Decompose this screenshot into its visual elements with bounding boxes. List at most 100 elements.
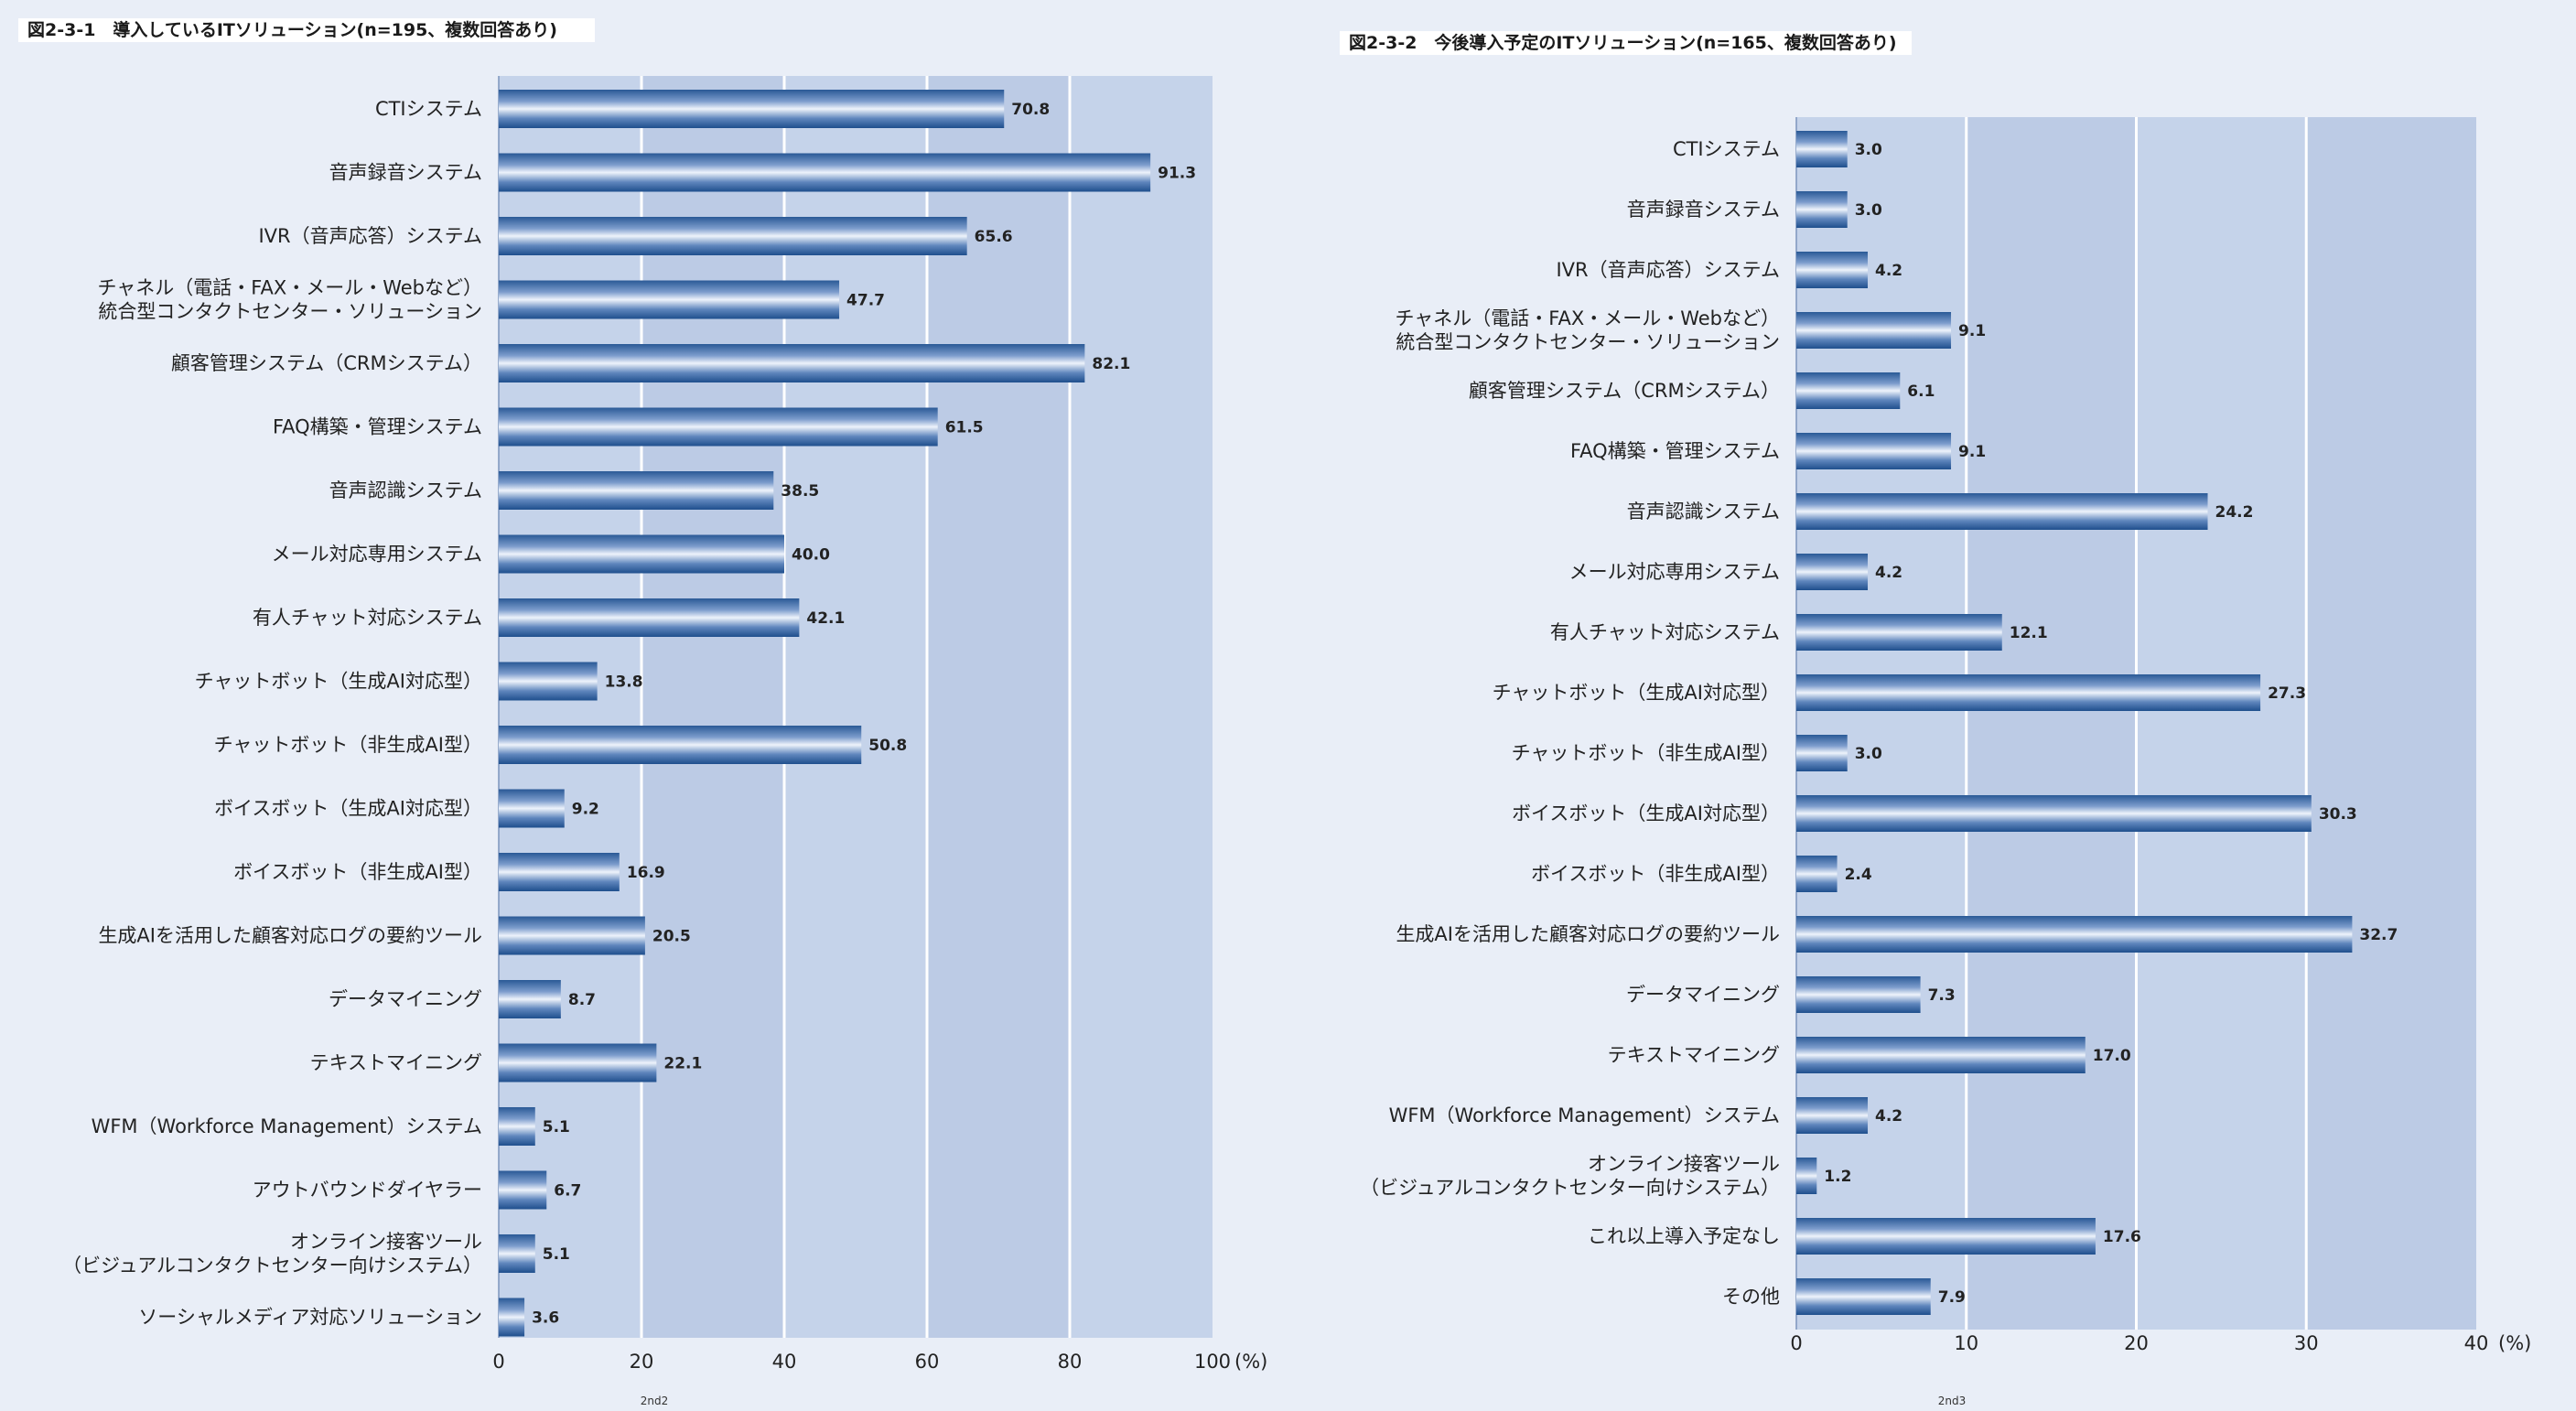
bar (1796, 1278, 1931, 1315)
category-label: ボイスボット（生成AI対応型） (1512, 802, 1780, 824)
x-tick-label: 0 (492, 1351, 504, 1373)
category-label: 生成AIを活用した顧客対応ログの要約ツール (98, 925, 482, 947)
bar (499, 344, 1085, 382)
bar (499, 1298, 525, 1337)
category-label: 有人チャット対応システム (1550, 621, 1780, 643)
value-label: 5.1 (543, 1245, 570, 1264)
value-label: 3.0 (1855, 141, 1882, 159)
category-label: データマイニング (329, 988, 482, 1010)
bar (1796, 674, 2261, 711)
chart-title-box (18, 18, 595, 42)
category-label: 顧客管理システム（CRMシステム） (171, 352, 482, 374)
category-label: メール対応専用システム (1569, 561, 1780, 583)
bar (1796, 916, 2353, 953)
bar (499, 662, 598, 701)
x-tick-label: 20 (630, 1351, 654, 1373)
x-axis-unit: (%) (1234, 1351, 1267, 1373)
category-label: （ビジュアルコンタクトセンター向けシステム） (1360, 1177, 1780, 1199)
category-label: テキストマイニング (1608, 1044, 1780, 1066)
bar (1796, 976, 1921, 1013)
x-tick-label: 30 (2294, 1332, 2319, 1354)
x-tick-label: 10 (1954, 1332, 1978, 1354)
plot-band (641, 76, 784, 1338)
value-label: 24.2 (2215, 503, 2254, 522)
bar (1796, 554, 1869, 590)
value-label: 9.1 (1958, 322, 1986, 340)
bar (1796, 735, 1848, 771)
value-label: 91.3 (1158, 165, 1196, 183)
value-label: 5.1 (543, 1118, 570, 1136)
value-label: 70.8 (1011, 101, 1050, 119)
bar (499, 1043, 657, 1082)
value-label: 2.4 (1845, 866, 1872, 884)
plot-band (927, 76, 1070, 1338)
value-label: 82.1 (1092, 355, 1130, 373)
category-label: FAQ構築・管理システム (1570, 440, 1780, 462)
x-tick-label: 100 (1194, 1351, 1231, 1373)
category-label: これ以上導入予定なし (1588, 1225, 1780, 1247)
bar (499, 280, 840, 319)
category-label: 音声認識システム (329, 479, 482, 501)
bar (499, 217, 967, 255)
value-label: 22.1 (663, 1055, 702, 1073)
category-label: オンライン接客ツール (290, 1231, 482, 1253)
category-label: アウトバウンドダイヤラー (253, 1179, 482, 1201)
category-label: 生成AIを活用した顧客対応ログの要約ツール (1396, 923, 1780, 945)
value-label: 32.7 (2359, 926, 2398, 944)
bar (499, 90, 1005, 128)
bar (499, 726, 862, 764)
value-label: 42.1 (806, 609, 845, 628)
bar (1796, 312, 1952, 349)
category-label: チャットボット（生成AI対応型） (195, 671, 482, 693)
value-label: 7.3 (1928, 986, 1956, 1005)
chart-footer: 2nd3 (1938, 1395, 1967, 1407)
value-label: 4.2 (1875, 1107, 1902, 1126)
category-label: IVR（音声応答）システム (1556, 259, 1780, 281)
value-label: 12.1 (2010, 624, 2048, 642)
x-tick-label: 0 (1790, 1332, 1802, 1354)
category-label: CTIシステム (1673, 138, 1780, 160)
value-label: 9.1 (1958, 443, 1986, 461)
bar (499, 853, 620, 891)
value-label: 20.5 (652, 928, 691, 946)
plot-band (1966, 117, 2137, 1330)
category-label: オンライン接客ツール (1588, 1153, 1780, 1175)
x-tick-label: 20 (2124, 1332, 2149, 1354)
category-label: メール対応専用システム (272, 544, 482, 565)
category-label: 顧客管理システム（CRMシステム） (1469, 380, 1780, 402)
value-label: 13.8 (605, 673, 643, 692)
category-label: テキストマイニング (310, 1052, 482, 1074)
value-label: 8.7 (568, 991, 596, 1009)
value-label: 38.5 (781, 482, 819, 501)
x-axis-unit: (%) (2498, 1332, 2531, 1354)
chart-installed-it-solutions: 図2-3-1 導入しているITソリューション(n=195、複数回答あり) 0 20 4… (18, 18, 1267, 1407)
bar (499, 471, 774, 510)
chart-title-box (1340, 31, 1912, 55)
category-label: チャネル（電話・FAX・メール・Webなど） (98, 277, 482, 299)
bar (1796, 433, 1952, 469)
value-label: 61.5 (945, 419, 984, 437)
x-tick-label: 40 (2464, 1332, 2489, 1354)
category-label: 音声認識システム (1627, 501, 1780, 522)
category-label: その他 (1722, 1286, 1780, 1308)
bar (1796, 131, 1848, 167)
category-label: チャネル（電話・FAX・メール・Webなど） (1396, 307, 1780, 329)
category-label: 統合型コンタクトセンター・ソリューション (1396, 331, 1780, 353)
bar (499, 789, 565, 828)
plot-area (499, 76, 1213, 1338)
value-label: 9.2 (572, 801, 599, 819)
value-label: 3.6 (532, 1309, 559, 1328)
value-label: 4.2 (1875, 564, 1902, 582)
chart-planned-it-solutions: 図2-3-2 今後導入予定のITソリューション(n=165、複数回答あり) 0 10… (1340, 31, 2531, 1407)
bar (1796, 372, 1901, 409)
bar (1796, 252, 1869, 288)
category-label: チャットボット（生成AI対応型） (1493, 682, 1780, 704)
bar (499, 598, 800, 637)
category-label: 音声録音システム (1627, 199, 1780, 221)
category-label: ボイスボット（生成AI対応型） (214, 798, 482, 820)
value-label: 47.7 (846, 292, 885, 310)
category-label: チャットボット（非生成AI型） (214, 734, 482, 756)
value-label: 65.6 (975, 228, 1013, 246)
x-tick-label: 40 (772, 1351, 797, 1373)
bar (1796, 856, 1838, 892)
